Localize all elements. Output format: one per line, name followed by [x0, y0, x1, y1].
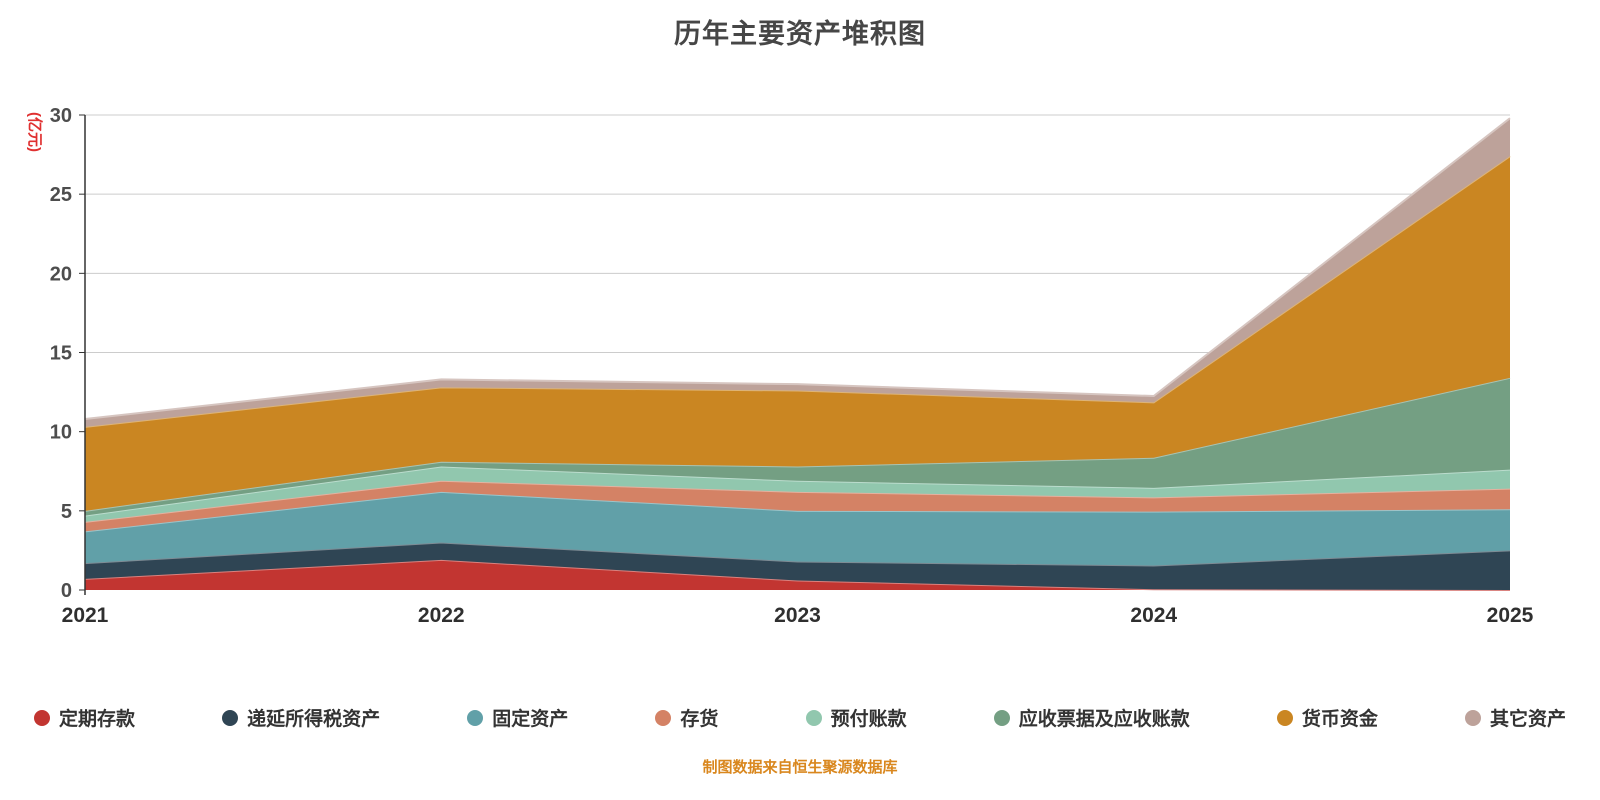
legend-item-递延所得税资产[interactable]: 递延所得税资产 — [222, 704, 380, 731]
x-tick-label: 2022 — [418, 604, 465, 627]
y-axis-unit-label: (亿元) — [26, 112, 44, 152]
legend-label: 货币资金 — [1301, 709, 1378, 730]
legend-label: 定期存款 — [59, 709, 136, 730]
data-source-note: 制图数据来自恒生聚源数据库 — [702, 759, 898, 776]
legend-item-定期存款[interactable]: 定期存款 — [34, 704, 135, 731]
area-存货 — [85, 480, 1510, 532]
legend-marker-icon — [1276, 709, 1293, 726]
x-tick-label: 2021 — [62, 604, 109, 627]
legend-marker-icon — [655, 709, 672, 726]
area-topline-其它资产 — [84, 117, 1511, 420]
legend-item-存货[interactable]: 存货 — [655, 704, 718, 731]
legend-marker-icon — [467, 709, 484, 726]
area-定期存款 — [85, 559, 1510, 590]
y-tick-label: 30 — [50, 105, 72, 127]
x-tick-label: 2023 — [774, 604, 821, 627]
area-预付账款 — [85, 466, 1510, 522]
x-tick-label: 2024 — [1130, 604, 1177, 627]
area-递延所得税资产 — [85, 542, 1510, 590]
legend: 定期存款 递延所得税资产 固定资产 存货 预付账款 应收票据及应收账款 货币资金 其它资产 — [34, 704, 1566, 731]
y-tick-label: 20 — [50, 263, 72, 285]
y-tick-label: 0 — [61, 580, 72, 602]
legend-label: 递延所得税资产 — [247, 709, 381, 730]
y-tick-label: 10 — [50, 422, 72, 444]
x-tick-label: 2025 — [1487, 604, 1534, 627]
legend-label: 其它资产 — [1489, 709, 1566, 730]
legend-marker-icon — [805, 709, 822, 726]
legend-marker-icon — [993, 709, 1010, 726]
legend-marker-icon — [1464, 709, 1481, 726]
legend-marker-icon — [34, 709, 50, 726]
legend-marker-icon — [222, 709, 239, 726]
legend-item-固定资产[interactable]: 固定资产 — [467, 704, 568, 731]
legend-item-应收票据及应收账款[interactable]: 应收票据及应收账款 — [993, 704, 1190, 731]
y-tick-label: 15 — [50, 343, 72, 365]
legend-label: 固定资产 — [492, 709, 569, 730]
legend-label: 存货 — [680, 709, 719, 730]
legend-label: 应收票据及应收账款 — [1018, 709, 1190, 730]
y-tick-label: 25 — [50, 184, 72, 206]
y-tick-label: 5 — [61, 501, 72, 523]
area-固定资产 — [85, 491, 1510, 566]
legend-item-预付账款[interactable]: 预付账款 — [805, 704, 907, 731]
legend-item-货币资金[interactable]: 货币资金 — [1276, 704, 1378, 731]
area-应收票据及应收账款 — [85, 377, 1510, 516]
legend-label: 预付账款 — [830, 709, 907, 730]
legend-item-其它资产[interactable]: 其它资产 — [1464, 704, 1566, 731]
area-货币资金 — [85, 156, 1510, 511]
chart-title: 历年主要资产堆积图 — [674, 19, 926, 49]
